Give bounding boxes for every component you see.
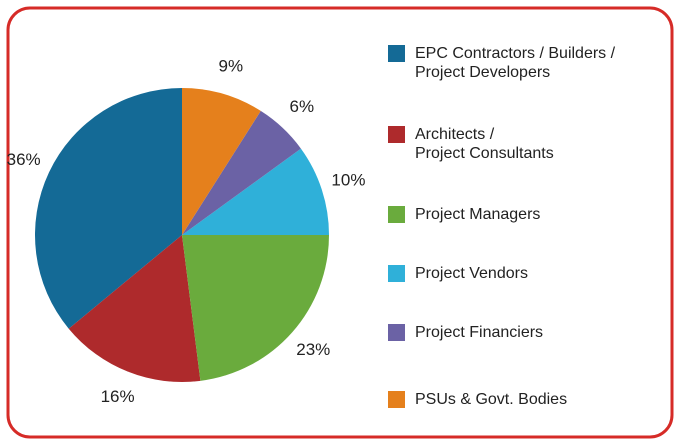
legend-label: PSUs & Govt. Bodies [415,391,568,408]
legend-item: Project Vendors [388,264,528,283]
pie-slice [182,235,329,381]
pie-slice [68,235,201,382]
legend-label: Project Financiers [415,324,544,341]
slice-label: 36% [7,150,41,169]
legend-swatch [388,265,405,282]
legend-label: Architects / Project Consultants [415,126,554,162]
slice-label: 10% [331,170,365,189]
slice-label: 9% [219,56,244,75]
legend-label: Project Managers [415,206,541,223]
legend-label: Project Vendors [415,265,528,282]
pie-slice [182,110,301,235]
pie-slice [182,88,261,235]
legend-swatch [388,391,405,408]
legend-item: Project Financiers [388,323,543,342]
legend-item: EPC Contractors / Builders / Project Dev… [388,44,615,82]
pie-slice [35,88,182,329]
slice-label: 23% [296,340,330,359]
slice-label: 16% [101,387,135,406]
legend-item: Project Managers [388,205,540,224]
legend-swatch [388,206,405,223]
legend-swatch [388,324,405,341]
slice-label: 6% [290,97,315,116]
pie-slice [182,148,329,235]
legend-label: EPC Contractors / Builders / Project Dev… [415,45,616,81]
legend-swatch [388,45,405,62]
legend-item: PSUs & Govt. Bodies [388,390,567,409]
legend-item: Architects / Project Consultants [388,125,554,163]
legend-swatch [388,126,405,143]
